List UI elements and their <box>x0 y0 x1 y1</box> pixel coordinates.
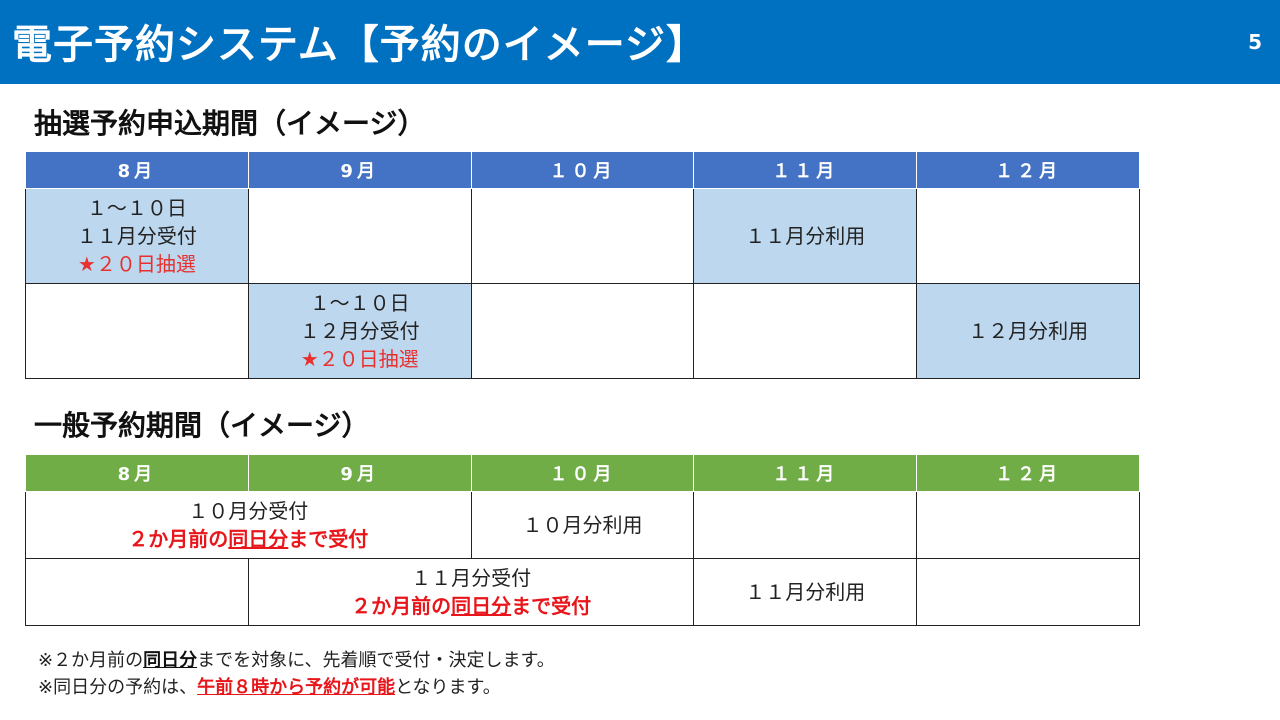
lottery-dec-usage-cell: １２月分利用 <box>916 283 1140 379</box>
application-period: １～１０日 <box>309 291 410 315</box>
general-heading: 一般予約期間（イメージ） <box>34 409 370 442</box>
reception-rule: ２か月前の同日分まで受付 <box>128 527 369 551</box>
application-period: １～１０日 <box>86 196 187 220</box>
empty-cell <box>247 188 472 284</box>
lottery-month-oct: １０月 <box>470 151 695 189</box>
general-oct-reception-cell: １０月分受付 ２か月前の同日分まで受付 <box>25 491 472 559</box>
lottery-month-nov: １１月 <box>693 151 918 189</box>
empty-cell <box>25 558 249 626</box>
general-row-october: １０月分受付 ２か月前の同日分まで受付 １０月分利用 <box>25 491 1140 559</box>
general-schedule-table: 8月 9月 １０月 １１月 １２月 １０月分受付 ２か月前の同日分まで受付 １０… <box>25 454 1140 626</box>
general-oct-usage-cell: １０月分利用 <box>470 491 695 559</box>
lottery-heading: 抽選予約申込期間（イメージ） <box>34 107 426 140</box>
title-bar: 電子予約システム【予約のイメージ】 5 <box>0 0 1280 84</box>
reception-rule: ２か月前の同日分まで受付 <box>351 594 592 618</box>
empty-cell <box>916 188 1140 284</box>
lottery-nov-application-cell: １～１０日 １１月分受付 ★２０日抽選 <box>25 188 249 284</box>
empty-cell <box>693 491 918 559</box>
lottery-month-dec: １２月 <box>916 151 1140 189</box>
general-month-aug: 8月 <box>25 454 249 492</box>
lottery-dec-application-cell: １～１０日 １２月分受付 ★２０日抽選 <box>247 283 472 379</box>
lottery-month-aug: 8月 <box>25 151 249 189</box>
empty-cell <box>916 491 1140 559</box>
page-title: 電子予約システム【予約のイメージ】 <box>12 22 707 68</box>
empty-cell <box>693 283 918 379</box>
reception-target: １０月分受付 <box>188 499 309 523</box>
general-nov-reception-cell: １１月分受付 ２か月前の同日分まで受付 <box>247 558 695 626</box>
general-row-november: １１月分受付 ２か月前の同日分まで受付 １１月分利用 <box>25 558 1140 626</box>
empty-cell <box>470 188 695 284</box>
note-first-come: ※２か月前の同日分までを対象に、先着順で受付・決定します。 <box>38 650 555 671</box>
lottery-date: ★２０日抽選 <box>77 252 196 276</box>
empty-cell <box>916 558 1140 626</box>
lottery-date: ★２０日抽選 <box>300 347 419 371</box>
general-month-oct: １０月 <box>470 454 695 492</box>
lottery-row-december: １～１０日 １２月分受付 ★２０日抽選 １２月分利用 <box>25 283 1140 379</box>
empty-cell <box>470 283 695 379</box>
reception-target: １１月分受付 <box>411 566 532 590</box>
application-target: １２月分受付 <box>299 319 420 343</box>
lottery-header-row: 8月 9月 １０月 １１月 １２月 <box>25 151 1140 189</box>
page-number: 5 <box>1248 30 1262 54</box>
general-nov-usage-cell: １１月分利用 <box>693 558 918 626</box>
general-month-dec: １２月 <box>916 454 1140 492</box>
general-header-row: 8月 9月 １０月 １１月 １２月 <box>25 454 1140 492</box>
lottery-month-sep: 9月 <box>247 151 472 189</box>
lottery-row-november: １～１０日 １１月分受付 ★２０日抽選 １１月分利用 <box>25 188 1140 284</box>
lottery-nov-usage-cell: １１月分利用 <box>693 188 918 284</box>
application-target: １１月分受付 <box>76 224 197 248</box>
lottery-schedule-table: 8月 9月 １０月 １１月 １２月 １～１０日 １１月分受付 ★２０日抽選 １１… <box>25 151 1140 379</box>
empty-cell <box>25 283 249 379</box>
general-month-nov: １１月 <box>693 454 918 492</box>
note-booking-time: ※同日分の予約は、午前８時から予約が可能となります。 <box>38 677 501 698</box>
general-month-sep: 9月 <box>247 454 472 492</box>
